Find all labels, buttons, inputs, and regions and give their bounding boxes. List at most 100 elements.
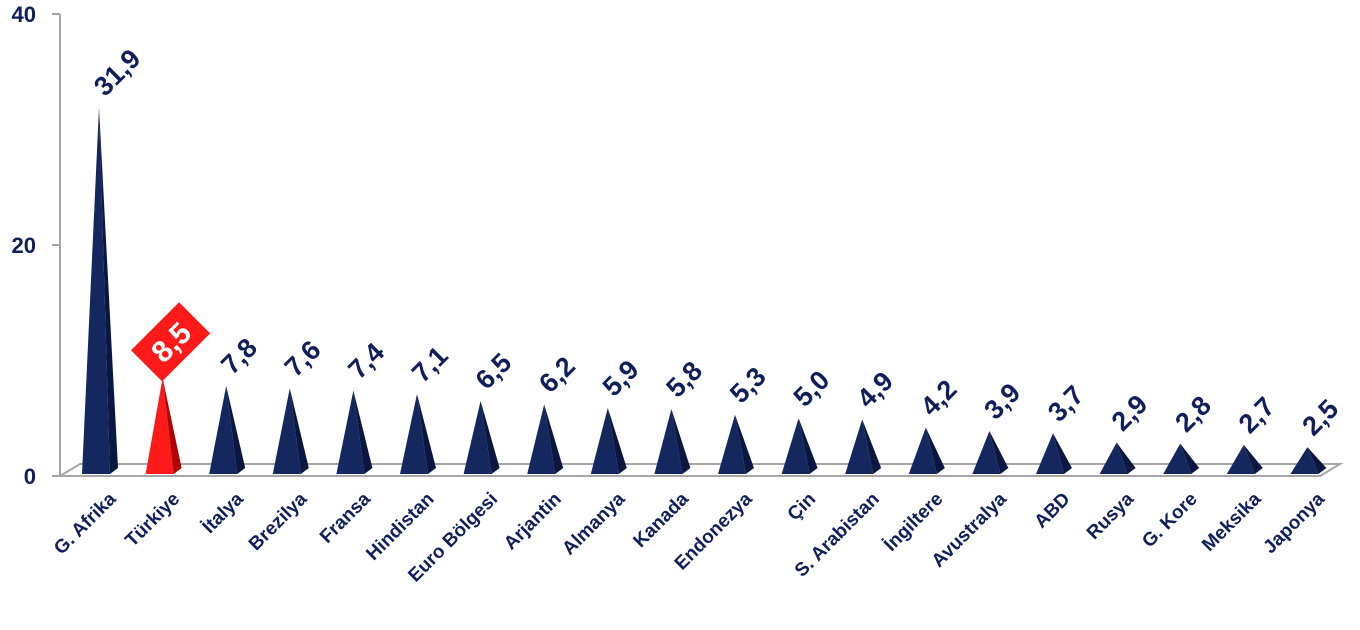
- value-label-11: 5,0: [788, 365, 836, 413]
- category-label-8: Almanya: [558, 488, 629, 559]
- bar-side: [735, 414, 754, 474]
- bar-face: [1099, 442, 1128, 474]
- value-label-9: 5,8: [660, 355, 708, 403]
- bar-12: [845, 419, 882, 474]
- value-label-19: 2,5: [1296, 394, 1344, 442]
- value-label-15: 3,7: [1042, 380, 1090, 428]
- category-label-15: ABD: [1031, 489, 1075, 533]
- category-label-9: Kanada: [630, 488, 694, 552]
- bar-face: [336, 390, 365, 474]
- bar-side: [162, 377, 182, 474]
- bar-side: [226, 385, 246, 474]
- bar-side: [1243, 444, 1263, 474]
- bar-0: [82, 107, 118, 475]
- bar-face: [272, 388, 301, 474]
- value-label-18: 2,7: [1233, 391, 1281, 439]
- value-label-7: 6,2: [533, 351, 581, 399]
- bar-16: [1099, 442, 1136, 474]
- bar-13: [908, 427, 945, 474]
- y-tick-label-1: 20: [12, 233, 36, 258]
- bar-side: [862, 419, 882, 474]
- chart-floor: [56, 463, 1344, 477]
- highlight-value-badge: 8,5: [131, 302, 211, 382]
- bar-face: [972, 430, 1001, 474]
- value-label-3: 7,6: [279, 335, 327, 383]
- bar-face: [1290, 447, 1319, 474]
- value-label-12: 4,9: [851, 366, 899, 414]
- bar-side: [353, 390, 373, 474]
- bars: [82, 107, 1327, 475]
- bar-face: [1036, 433, 1064, 474]
- bar-17: [1163, 443, 1200, 474]
- value-label-5: 7,1: [406, 340, 454, 388]
- category-label-18: Meksika: [1198, 488, 1265, 555]
- y-tick-label-2: 40: [12, 2, 36, 27]
- bar-face: [654, 409, 683, 474]
- bar-face: [1163, 443, 1192, 474]
- bar-4: [336, 390, 373, 474]
- bar-side: [925, 427, 945, 474]
- bar-face: [400, 393, 428, 474]
- bar-side: [289, 388, 309, 474]
- value-label-17: 2,8: [1169, 390, 1217, 438]
- category-label-13: İngiltere: [880, 489, 947, 556]
- bar-face: [145, 377, 174, 474]
- bar-face: [590, 407, 619, 474]
- bar-2: [209, 385, 246, 474]
- bar-side: [1053, 433, 1072, 474]
- labels: 31,9 G. Afrika 8,5 Türkiye 7,8 İtalya 7,6 Brezi…: [50, 43, 1344, 586]
- bar-18: [1226, 444, 1263, 474]
- bar-6: [463, 400, 500, 474]
- value-label-16: 2,9: [1106, 389, 1154, 437]
- bar-3: [272, 388, 309, 474]
- bar-face: [527, 404, 556, 474]
- category-label-17: G. Kore: [1138, 489, 1201, 552]
- bar-1: [145, 377, 182, 474]
- bar-face: [1226, 444, 1255, 474]
- bar-14: [972, 430, 1009, 474]
- category-label-2: İtalya: [199, 488, 249, 538]
- bar-face: [82, 107, 110, 475]
- category-label-0: G. Afrika: [50, 488, 121, 559]
- bar-side: [607, 407, 627, 474]
- bar-face: [781, 418, 810, 474]
- bar-face: [463, 400, 492, 474]
- category-label-4: Fransa: [316, 488, 375, 547]
- bar-19: [1290, 447, 1327, 474]
- category-label-11: Çin: [784, 489, 820, 525]
- bar-face: [209, 385, 238, 474]
- bar-15: [1036, 433, 1072, 474]
- highlight-badge-bg: [131, 302, 211, 382]
- bar-face: [908, 427, 937, 474]
- value-label-14: 3,9: [978, 377, 1026, 425]
- bar-face: [845, 419, 874, 474]
- value-label-8: 5,9: [597, 354, 645, 402]
- bar-11: [781, 418, 818, 474]
- bar-7: [527, 404, 564, 474]
- axes: 0 20 40: [12, 2, 1344, 489]
- value-label-10: 5,3: [724, 361, 772, 409]
- bar-9: [654, 409, 691, 474]
- bar-side: [671, 409, 691, 474]
- bar-side: [1307, 447, 1327, 474]
- bar-side: [1180, 443, 1200, 474]
- category-label-16: Rusya: [1083, 488, 1138, 543]
- y-tick-label-0: 0: [24, 464, 36, 489]
- value-label-2: 7,8: [215, 332, 263, 380]
- value-label-4: 7,4: [342, 337, 390, 385]
- bar-side: [544, 404, 564, 474]
- bar-side: [99, 107, 118, 475]
- bar-side: [989, 430, 1009, 474]
- category-label-7: Arjantin: [500, 489, 566, 555]
- bar-side: [798, 418, 818, 474]
- value-label-6: 6,5: [470, 347, 518, 395]
- category-label-1: Türkiye: [121, 489, 184, 552]
- bar-5: [400, 393, 436, 474]
- category-label-19: Japonya: [1260, 488, 1330, 558]
- bar-side: [480, 400, 500, 474]
- bar-side: [1116, 442, 1136, 474]
- value-label-13: 4,2: [915, 374, 963, 422]
- bar-8: [590, 407, 627, 474]
- bar-10: [718, 414, 754, 474]
- bar-side: [417, 393, 436, 474]
